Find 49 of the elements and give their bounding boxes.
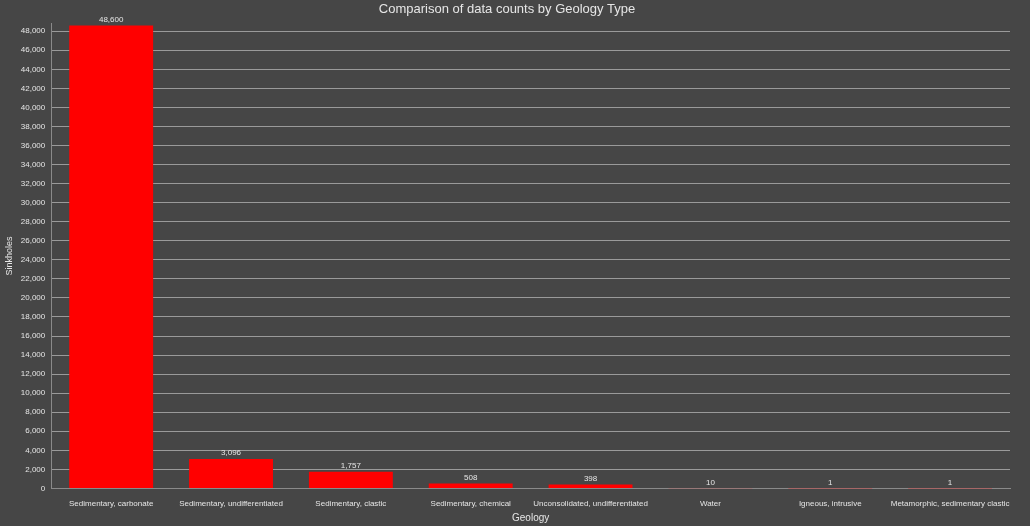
bar <box>308 471 393 488</box>
chart-title: Comparison of data counts by Geology Type <box>378 1 636 17</box>
y-tick-label: 30,000 <box>20 197 46 207</box>
y-tick-label: 46,000 <box>20 45 46 55</box>
data-label: 3,096 <box>221 448 242 458</box>
y-tick-label: 22,000 <box>20 274 46 284</box>
data-label: 10 <box>705 477 716 487</box>
y-tick-label: 12,000 <box>20 369 46 379</box>
y-tick-label: 4,000 <box>25 445 46 455</box>
y-tick-label: 32,000 <box>20 178 46 188</box>
x-axis-title: Geology <box>512 511 550 523</box>
bar <box>69 25 154 488</box>
y-tick-label: 48,000 <box>20 26 46 36</box>
x-tick-label: Sedimentary, undifferentiated <box>179 499 283 509</box>
y-tick-label: 26,000 <box>20 235 46 245</box>
x-tick-label: Unconsolidated, undifferentiated <box>533 499 648 509</box>
y-tick-label: 2,000 <box>25 464 46 474</box>
x-tick-label: Water <box>699 499 722 509</box>
x-tick-label: Igneous, intrusive <box>798 499 863 509</box>
y-tick-label: 8,000 <box>25 407 46 417</box>
y-tick-label: 6,000 <box>25 426 46 436</box>
x-tick-label: Metamorphic, sedimentary clastic <box>890 499 1010 509</box>
y-tick-label: 14,000 <box>20 350 46 360</box>
x-tick-label: Sedimentary, chemical <box>430 499 512 509</box>
y-tick-label: 16,000 <box>20 331 46 341</box>
bar <box>189 458 273 488</box>
y-tick-label: 40,000 <box>20 102 46 112</box>
y-tick-label: 0 <box>40 483 46 493</box>
y-tick-label: 18,000 <box>20 312 46 322</box>
data-label: 1 <box>828 477 834 487</box>
data-label: 48,600 <box>98 14 124 24</box>
y-tick-label: 36,000 <box>20 140 46 150</box>
y-tick-label: 44,000 <box>20 64 46 74</box>
x-tick-label: Sedimentary, carbonate <box>69 499 154 509</box>
data-label: 1 <box>947 477 953 487</box>
y-tick-label: 24,000 <box>20 255 46 265</box>
y-tick-label: 10,000 <box>20 388 46 398</box>
y-axis-title: Sinkholes <box>3 235 14 276</box>
x-tick-label: Sedimentary, clastic <box>315 499 387 509</box>
y-tick-label: 20,000 <box>20 293 46 303</box>
bar <box>428 483 513 488</box>
y-tick-label: 28,000 <box>20 216 46 226</box>
bar <box>548 484 633 488</box>
data-label: 398 <box>583 473 598 483</box>
data-label: 1,757 <box>340 460 362 470</box>
y-tick-label: 34,000 <box>20 159 46 169</box>
data-label: 508 <box>464 472 478 482</box>
y-tick-label: 38,000 <box>20 121 46 131</box>
y-tick-label: 42,000 <box>20 83 46 93</box>
